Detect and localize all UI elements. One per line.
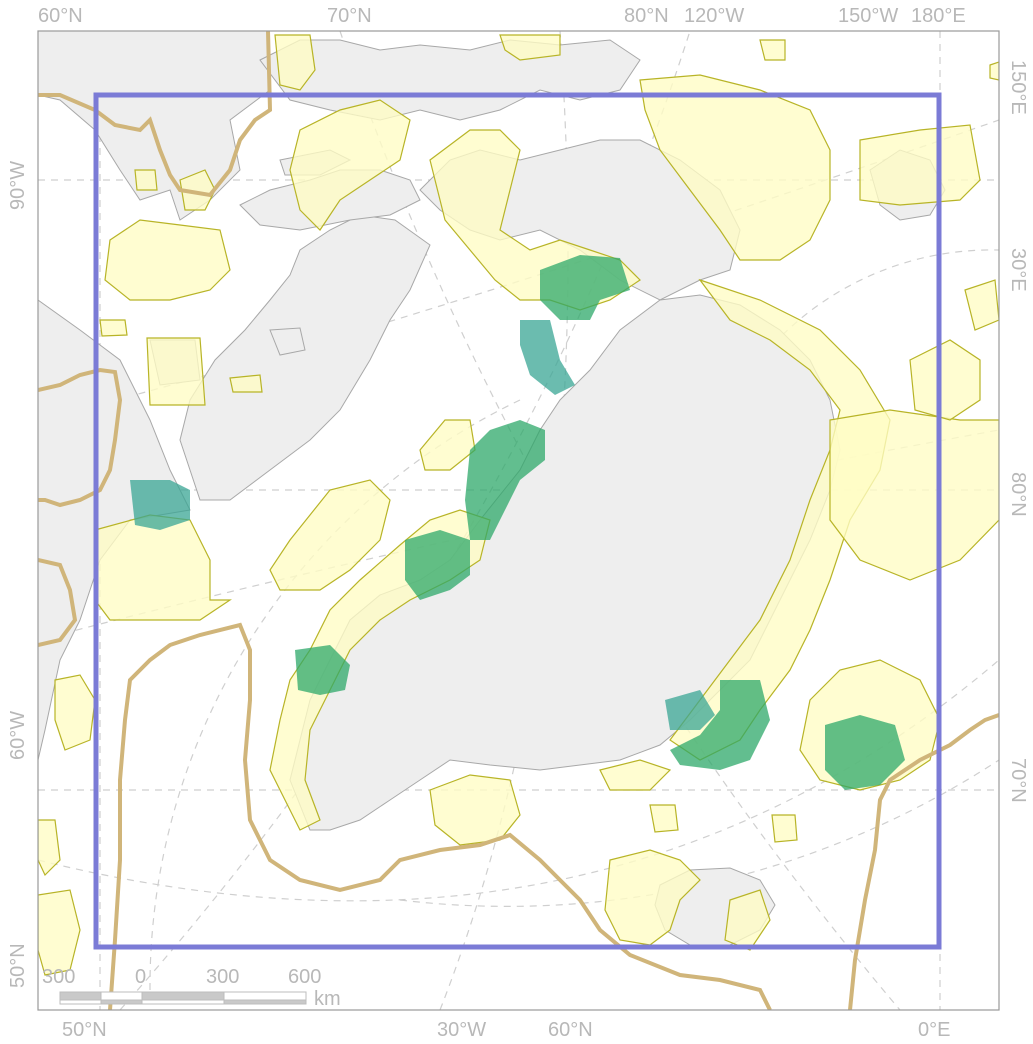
habitat-area-iceland-east: [724, 889, 771, 951]
habitat-area-iceland: [604, 849, 701, 946]
boundary-line-south: [108, 622, 772, 1010]
graticule-label-top: 70°N: [327, 5, 372, 27]
boundary-line-west-3: [38, 558, 78, 647]
scale-bar-tick-label: 300: [42, 966, 75, 988]
hotspot-east-offshore: [825, 715, 905, 790]
habitat-area-east-small: [146, 337, 206, 406]
habitat-area-arctic-north: [274, 34, 316, 91]
habitat-area-west-edge: [38, 889, 81, 976]
habitat-area-east-small: [964, 279, 999, 331]
habitat-area-east-small: [99, 319, 128, 337]
graticule-label-bottom: 30°W: [437, 1019, 486, 1041]
graticule-label-bottom: 60°N: [548, 1019, 593, 1041]
boundary-line-west: [38, 31, 273, 198]
habitat-area-east-small: [649, 804, 679, 833]
hotspots: [130, 255, 905, 790]
graticule-label-top: 60°N: [38, 5, 83, 27]
scale-bar: 300 0 300 600 km: [42, 966, 341, 1010]
graticule-label-left: 50°N: [7, 943, 29, 988]
small-island: [269, 327, 306, 356]
graticule-label-top: 120°W: [684, 5, 744, 27]
scale-bar-segment: [141, 999, 225, 1005]
hotspot-east-greenland: [670, 680, 770, 770]
habitat-area-north-east: [859, 124, 981, 206]
scale-bar-segment: [100, 991, 143, 1001]
baffin-island: [179, 214, 431, 501]
graticule-label-left: 90°W: [7, 161, 29, 210]
hotspot-hudson: [130, 480, 190, 530]
scale-bar-tick-label: 600: [288, 966, 321, 988]
graticule-line: [439, 31, 569, 1010]
boundary-line-west-2: [38, 367, 123, 508]
habitat-area-east-small: [134, 169, 158, 191]
hotspot-north-greenland-2: [520, 320, 575, 395]
graticule-label-right: 80°N: [1007, 472, 1029, 517]
map-frame: [37, 30, 1000, 1011]
habitat-area-arctic-north-2: [499, 34, 561, 61]
graticule-label-right: 150°E: [1007, 60, 1029, 115]
habitat-area-labrador: [54, 674, 96, 751]
scale-bar-segment: [223, 991, 307, 1001]
hotspot-north-greenland: [540, 255, 630, 320]
hotspot-west-greenland: [405, 530, 470, 600]
scale-bar-unit: km: [314, 988, 341, 1010]
scale-bar-tick-label: 300: [206, 966, 239, 988]
scale-bar-segment: [223, 999, 307, 1005]
study-area-box: [93, 92, 942, 950]
habitat-area-foxe: [104, 219, 231, 301]
graticule-label-bottom: 0°E: [918, 1019, 950, 1041]
habitat-areas: [38, 34, 999, 976]
graticule-label-top: 80°N: [624, 5, 669, 27]
scale-bar-segment: [59, 999, 102, 1005]
habitat-area-lancaster: [289, 99, 411, 231]
graticule-label-bottom: 50°N: [62, 1019, 107, 1041]
scale-bar-segment: [59, 991, 102, 1001]
habitat-area-denmark-strait: [599, 759, 672, 791]
habitat-area-east-small: [179, 169, 216, 211]
boundary-line-east: [848, 713, 999, 1010]
graticule-label-right: 30°E: [1007, 248, 1029, 292]
habitat-area-barents: [909, 339, 981, 421]
graticule-label-top: 180°E: [911, 5, 966, 27]
boundaries: [38, 31, 999, 1010]
habitat-area-davis-strait: [269, 479, 391, 591]
graticule-label-right: 70°N: [1007, 758, 1029, 803]
map-layers: [38, 31, 999, 1010]
scale-bar-segment: [100, 999, 143, 1005]
scale-bar-tick-label: 0: [135, 966, 146, 988]
habitat-area-south: [429, 774, 521, 846]
hotspot-baffin-bay: [465, 420, 545, 540]
habitat-area-east-small: [989, 61, 999, 81]
habitat-area-east-small: [229, 374, 263, 393]
habitat-area-southwest: [38, 819, 61, 877]
habitat-area-north-pole: [759, 39, 786, 61]
habitat-area-east-small: [771, 814, 798, 843]
habitat-area-greenland-sea: [829, 409, 999, 581]
scale-bar-segment: [141, 991, 225, 1001]
hotspot-east-greenland-2: [665, 690, 715, 730]
graticule-label-top: 150°W: [838, 5, 898, 27]
hotspot-southwest-greenland: [295, 645, 350, 695]
graticule-label-left: 60°W: [7, 711, 29, 760]
